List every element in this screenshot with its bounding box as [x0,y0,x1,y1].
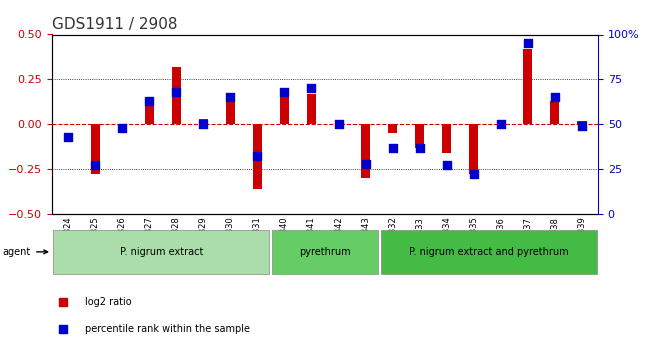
Bar [361,124,370,178]
Text: P. nigrum extract: P. nigrum extract [120,247,203,257]
Point [360,161,370,166]
Point [252,154,263,159]
Text: P. nigrum extract and pyrethrum: P. nigrum extract and pyrethrum [409,247,569,257]
Point [523,41,533,46]
Text: pyrethrum: pyrethrum [299,247,351,257]
Bar [307,94,316,124]
Point [117,125,127,130]
FancyBboxPatch shape [272,230,378,274]
Bar [442,124,451,153]
Bar [469,124,478,175]
Point [577,123,587,129]
Point [441,163,452,168]
Point [549,95,560,100]
Point [63,134,73,139]
Bar [523,49,532,124]
Bar [550,101,560,124]
Point [495,121,506,127]
Bar [280,97,289,124]
Bar [199,119,208,124]
FancyBboxPatch shape [53,230,269,274]
Point [144,98,155,104]
Point [225,95,235,100]
Text: percentile rank within the sample: percentile rank within the sample [84,325,250,334]
FancyBboxPatch shape [381,230,597,274]
Point [198,121,209,127]
Point [387,145,398,150]
Bar [577,121,586,124]
Text: log2 ratio: log2 ratio [84,297,131,306]
Bar [144,97,154,124]
Bar [172,67,181,124]
Point [171,89,181,95]
Point [333,121,344,127]
Bar [118,124,127,128]
Text: GDS1911 / 2908: GDS1911 / 2908 [52,17,177,32]
Point [469,172,479,177]
Bar [226,101,235,124]
Point [306,86,317,91]
Text: agent: agent [3,247,47,257]
Point [280,89,290,95]
Bar [90,124,100,175]
Bar [415,124,424,148]
Point [415,145,425,150]
Point [90,163,101,168]
Point [419,170,430,176]
Bar [388,124,397,133]
Bar [253,124,262,189]
